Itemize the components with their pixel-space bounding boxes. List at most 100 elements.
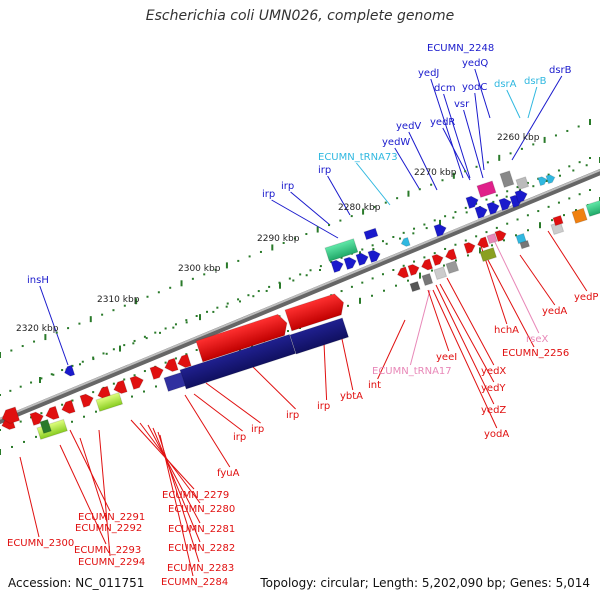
gene-label: ECUMN_tRNA73 (318, 152, 398, 163)
leader-line (147, 424, 201, 524)
tick-mark (174, 357, 177, 360)
tick-mark (172, 326, 175, 329)
gene-feature (400, 236, 411, 247)
tick-mark (0, 449, 1, 455)
tick-mark (585, 164, 588, 167)
gene-feature (519, 239, 531, 250)
gene-feature (61, 399, 76, 415)
tick-mark (237, 259, 240, 262)
gene-label: ECUMN_2248 (427, 43, 494, 54)
gene-feature (409, 280, 421, 293)
tick-mark (292, 279, 295, 282)
tick-mark (413, 227, 416, 230)
tick-mark (423, 223, 426, 226)
leader-line (408, 131, 438, 191)
tick-mark (554, 134, 557, 137)
tick-mark (112, 382, 115, 385)
tick-mark (578, 193, 581, 196)
tick-mark (282, 241, 285, 244)
gene-feature (63, 364, 76, 377)
gene-feature (444, 248, 458, 261)
tick-mark (101, 313, 104, 316)
leader-line (443, 93, 471, 179)
tick-mark (362, 208, 365, 215)
leader-line (394, 147, 421, 191)
tick-mark (578, 161, 581, 164)
tick-mark (237, 298, 240, 301)
gene-label: yedZ (481, 405, 506, 416)
tick-mark (159, 331, 161, 334)
gene-label: ECUMN_tRNA17 (372, 366, 452, 377)
gene-label: yedJ (418, 68, 439, 79)
leader-line (439, 283, 495, 383)
leader-line (519, 254, 556, 306)
gene-label: rseX (526, 334, 548, 345)
tick-mark (589, 189, 591, 191)
leader-line (435, 284, 495, 405)
leader-line (487, 259, 535, 348)
gene-label: ECUMN_2284 (161, 577, 228, 588)
tick-mark (71, 420, 73, 423)
gene-label: irp (281, 181, 294, 192)
gene-feature (396, 266, 410, 279)
tick-mark (444, 247, 447, 250)
leader-line (98, 429, 111, 557)
tick-mark (247, 294, 250, 297)
scale-label: 2290 kbp (257, 234, 300, 244)
gene-feature (420, 258, 434, 271)
gene-feature (479, 247, 498, 263)
tick-mark (61, 403, 64, 406)
gene-label: yedX (481, 366, 506, 377)
gene-feature (585, 199, 600, 218)
tick-mark (226, 302, 229, 305)
leader-line (356, 162, 391, 206)
gene-feature (486, 201, 500, 216)
tick-mark (392, 236, 395, 238)
gene-label: ybtA (340, 391, 363, 402)
gene-feature (163, 371, 187, 392)
gene-label: yedY (481, 383, 506, 394)
gene-label: insH (27, 275, 49, 286)
leader-line (511, 75, 563, 161)
gene-feature (515, 176, 530, 191)
leader-line (474, 92, 485, 171)
tick-mark (83, 415, 85, 418)
tick-mark (309, 269, 312, 272)
tick-mark (257, 290, 260, 293)
leader-line (159, 434, 194, 577)
tick-mark (491, 244, 493, 247)
tick-mark (568, 197, 571, 200)
tick-mark (454, 243, 457, 246)
tick-mark (180, 280, 183, 287)
gene-feature (149, 365, 164, 381)
leader-line (19, 456, 40, 538)
tick-mark (547, 205, 550, 208)
gene-label: yedR (430, 117, 455, 128)
tick-mark (340, 256, 343, 259)
gene-feature (421, 272, 434, 287)
gene-feature (36, 418, 68, 441)
tick-mark (81, 360, 84, 363)
tick-mark (61, 369, 64, 372)
tick-mark (532, 143, 535, 146)
tick-mark (40, 377, 43, 380)
gene-feature (29, 411, 44, 427)
tick-mark (133, 339, 136, 342)
tick-mark (372, 248, 375, 251)
gene-feature (95, 391, 124, 413)
gene-feature (164, 357, 179, 373)
tick-mark (78, 322, 81, 325)
leader-line (59, 444, 107, 545)
scale-label: 2270 kbp (414, 168, 457, 178)
tick-mark (402, 231, 405, 234)
tick-mark (195, 315, 198, 317)
tick-mark (381, 240, 384, 243)
tick-mark (396, 197, 399, 200)
tick-mark (112, 309, 115, 312)
gene-label: yodA (484, 429, 509, 440)
tick-mark (479, 247, 481, 254)
tick-mark (347, 304, 349, 307)
gene-feature (431, 253, 444, 267)
tick-mark (557, 169, 560, 172)
tick-mark (143, 335, 146, 338)
